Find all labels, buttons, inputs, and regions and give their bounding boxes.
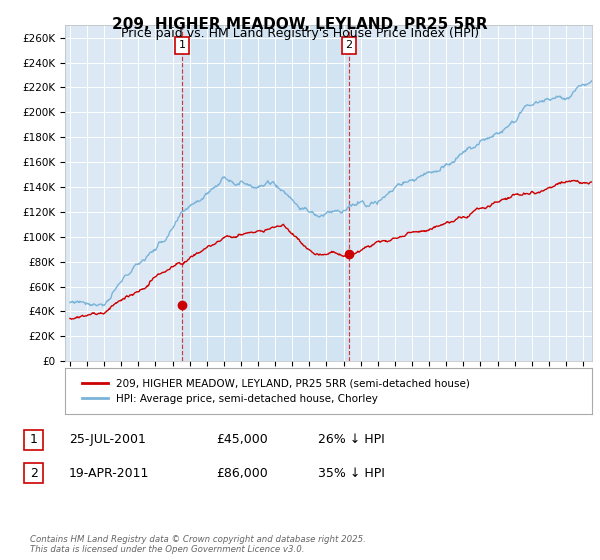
Bar bbox=[182, 25, 349, 361]
Text: 35% ↓ HPI: 35% ↓ HPI bbox=[318, 466, 385, 480]
Text: 2: 2 bbox=[29, 466, 38, 480]
Text: Contains HM Land Registry data © Crown copyright and database right 2025.
This d: Contains HM Land Registry data © Crown c… bbox=[30, 535, 366, 554]
Text: 209, HIGHER MEADOW, LEYLAND, PR25 5RR: 209, HIGHER MEADOW, LEYLAND, PR25 5RR bbox=[112, 17, 488, 32]
Text: 26% ↓ HPI: 26% ↓ HPI bbox=[318, 433, 385, 446]
Legend: 209, HIGHER MEADOW, LEYLAND, PR25 5RR (semi-detached house), HPI: Average price,: 209, HIGHER MEADOW, LEYLAND, PR25 5RR (s… bbox=[75, 372, 476, 410]
Text: 2: 2 bbox=[345, 40, 352, 50]
Text: Price paid vs. HM Land Registry's House Price Index (HPI): Price paid vs. HM Land Registry's House … bbox=[121, 27, 479, 40]
Text: 1: 1 bbox=[29, 433, 38, 446]
Text: £45,000: £45,000 bbox=[216, 433, 268, 446]
Text: £86,000: £86,000 bbox=[216, 466, 268, 480]
Text: 1: 1 bbox=[179, 40, 185, 50]
Text: 25-JUL-2001: 25-JUL-2001 bbox=[69, 433, 146, 446]
Text: 19-APR-2011: 19-APR-2011 bbox=[69, 466, 149, 480]
